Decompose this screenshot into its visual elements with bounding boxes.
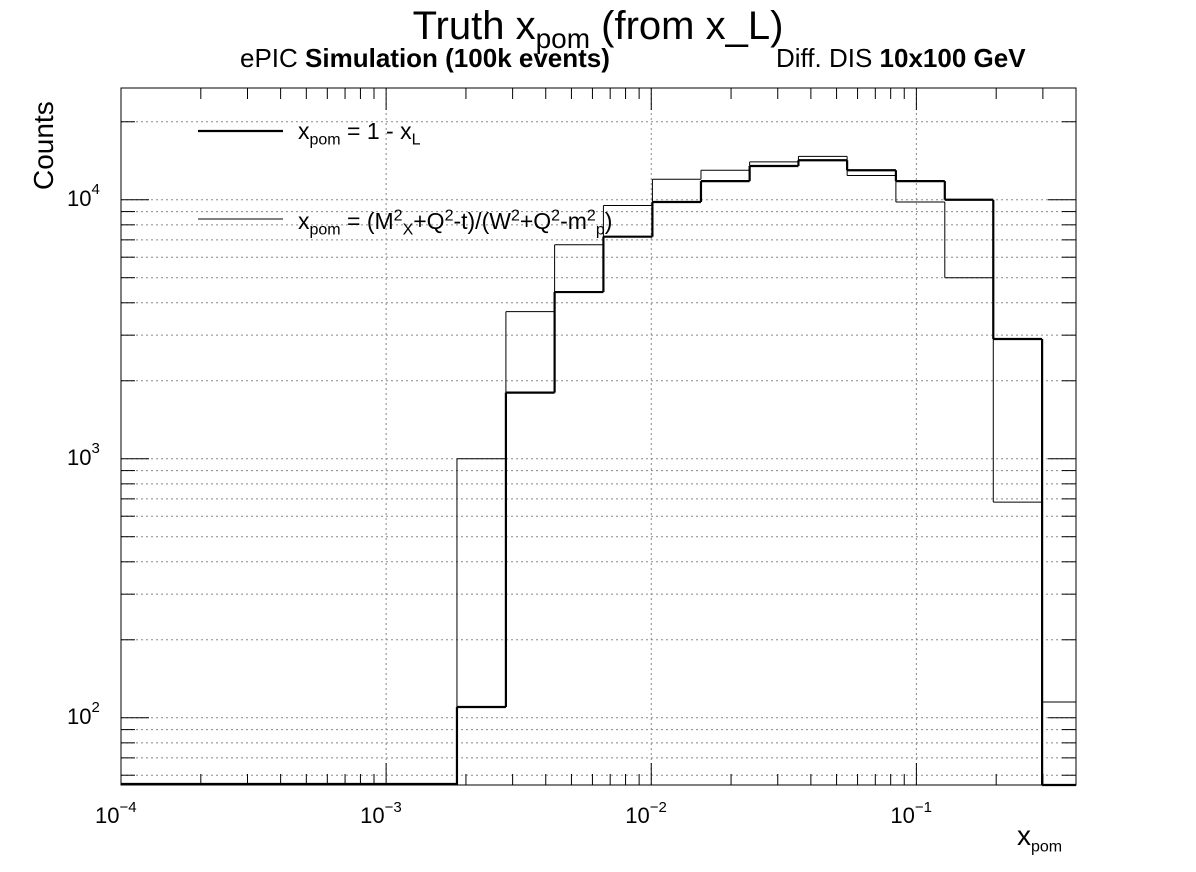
x-tick-label: 10−1 bbox=[890, 798, 932, 828]
axis-ticks bbox=[120, 88, 1077, 785]
x-tick-label: 10−2 bbox=[625, 798, 667, 828]
y-tick-label: 102 bbox=[67, 699, 100, 729]
chart-subtitle-right: Diff. DIS 10x100 GeV bbox=[776, 43, 1026, 73]
y-axis-label: Counts bbox=[28, 101, 59, 190]
x-tick-label: 10−4 bbox=[95, 798, 137, 828]
chart-subtitle-left: ePIC Simulation (100k events) bbox=[240, 43, 610, 73]
series-2 bbox=[121, 155, 1076, 785]
x-tick-label: 10−3 bbox=[360, 798, 402, 828]
grid-lines bbox=[120, 88, 1076, 785]
chart-title: Truth xpom (from x_L) bbox=[412, 4, 784, 54]
y-tick-label: 104 bbox=[67, 181, 100, 211]
legend-lines bbox=[198, 129, 283, 220]
y-tick-label: 103 bbox=[67, 440, 100, 470]
histogram-series bbox=[121, 155, 1076, 787]
x-axis-label: xpom bbox=[1017, 820, 1063, 856]
legend-entry-1-label: xpom = 1 - xL bbox=[298, 118, 421, 149]
series-1 bbox=[121, 159, 1076, 787]
legend-entry-2-label: xpom = (M2X+Q2-t)/(W2+Q2-m2p) bbox=[298, 207, 613, 239]
plot-frame bbox=[120, 87, 1077, 786]
